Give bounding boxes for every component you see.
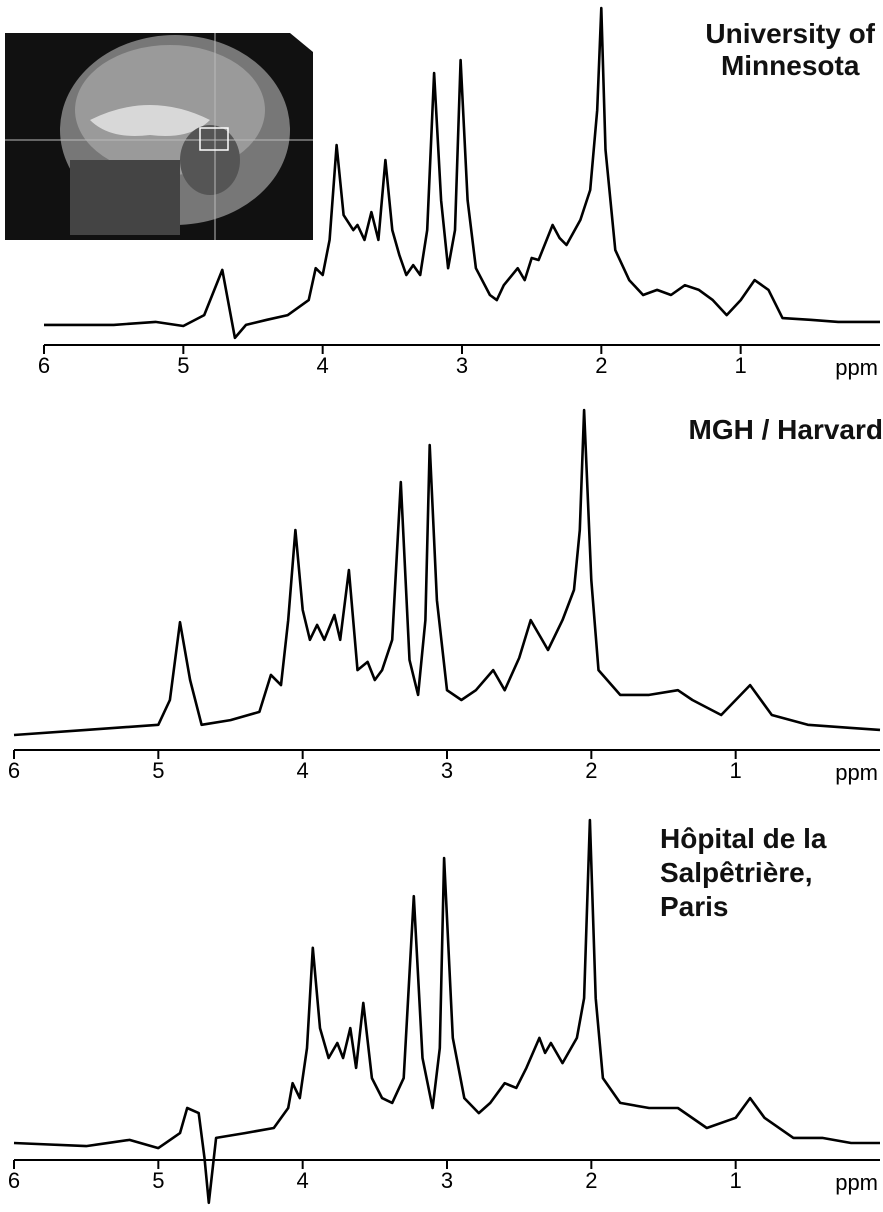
spectrum-line [13,818,880,1205]
panel-title: University of Minnesota [705,18,875,81]
x-tick-label: 6 [8,758,20,783]
x-tick-label: 1 [735,353,747,378]
panel-title: MGH / Harvard [688,414,883,445]
spectrum-line [13,408,881,737]
x-tick-label: 2 [585,1168,597,1193]
x-tick-label: 5 [152,758,164,783]
x-axis-label: ppm [835,355,878,380]
x-tick-label: 6 [8,1168,20,1193]
x-tick-label: 1 [730,758,742,783]
x-tick-label: 3 [441,1168,453,1193]
x-tick-label: 2 [595,353,607,378]
x-tick-label: 4 [297,1168,309,1193]
panel-title: Hôpital de la Salpêtrière, Paris [660,823,827,922]
x-tick-label: 1 [730,1168,742,1193]
x-axis-label: ppm [835,760,878,785]
x-tick-label: 4 [317,353,329,378]
x-tick-label: 2 [585,758,597,783]
x-tick-label: 4 [297,758,309,783]
spectrum-line [44,6,880,340]
mri-inset [5,33,313,240]
x-axis-label: ppm [835,1170,878,1195]
x-tick-label: 3 [456,353,468,378]
x-tick-label: 5 [177,353,189,378]
x-tick-label: 5 [152,1168,164,1193]
x-tick-label: 3 [441,758,453,783]
x-tick-label: 6 [38,353,50,378]
